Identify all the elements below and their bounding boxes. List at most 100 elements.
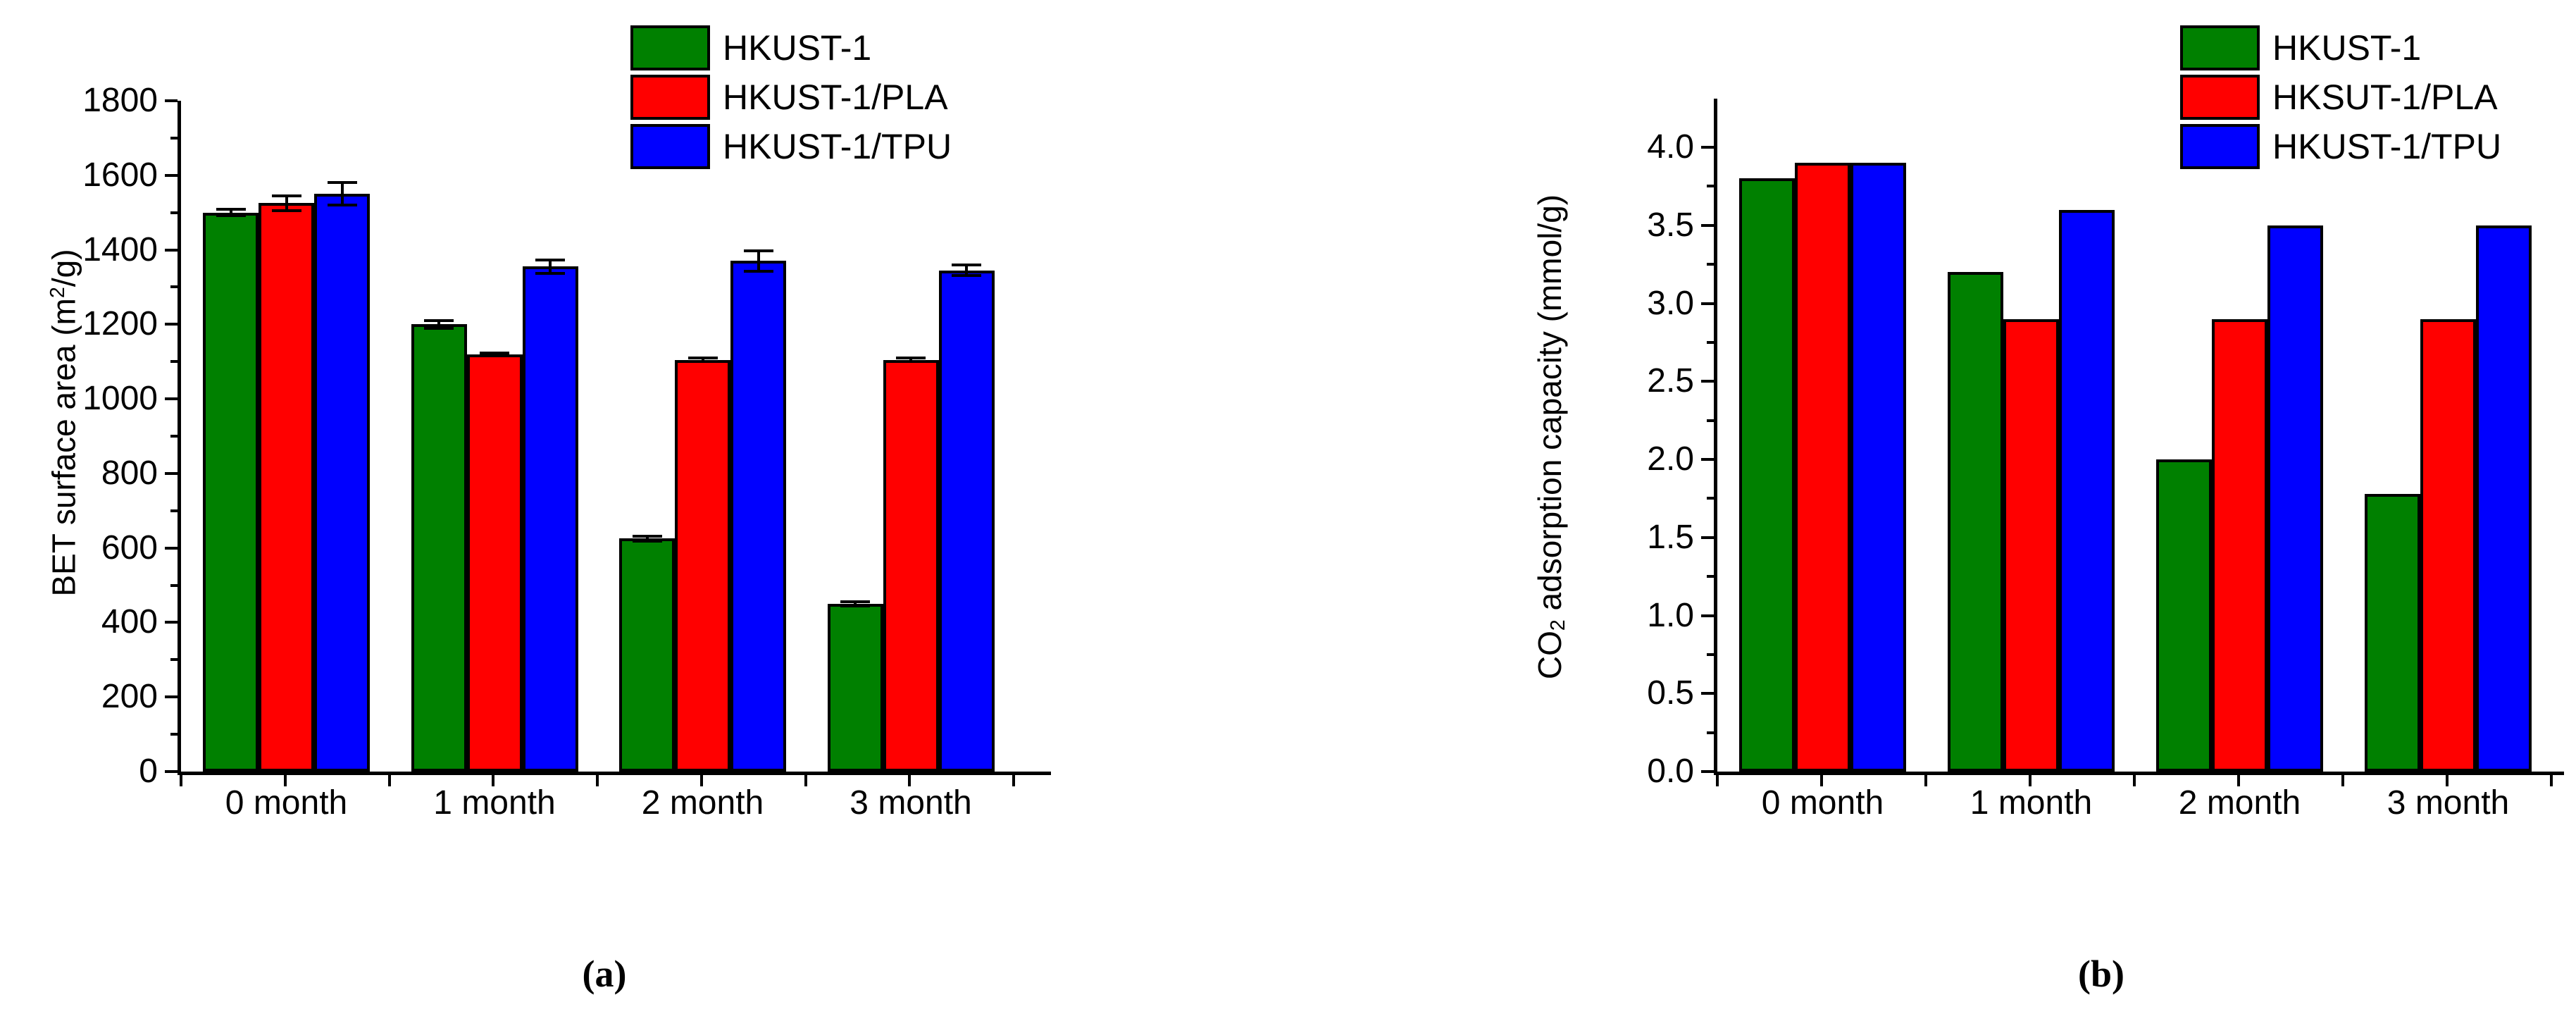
bar-hkust-1-tpu-2-month bbox=[730, 261, 786, 772]
x-tick bbox=[283, 775, 287, 786]
bar-hkust-1-1-month bbox=[1948, 272, 2003, 772]
bar-hkust-1-tpu-3-month bbox=[938, 270, 995, 772]
bar-hkust-1-2-month bbox=[619, 538, 675, 772]
error-bar-cap-top bbox=[687, 357, 718, 360]
y-major-tick bbox=[1701, 380, 1714, 383]
error-bar-line bbox=[965, 265, 968, 276]
y-minor-tick bbox=[1707, 731, 1714, 734]
y-tick-label: 0.0 bbox=[1647, 753, 1694, 790]
y-minor-tick bbox=[170, 360, 178, 364]
error-bar-cap-bottom bbox=[632, 539, 662, 543]
legend-label: HKUST-1/TPU bbox=[2272, 127, 2502, 166]
y-major-tick bbox=[165, 397, 178, 401]
x-tick bbox=[180, 775, 182, 786]
legend-label: HKSUT-1/PLA bbox=[2272, 78, 2498, 117]
bar-hkust-1-pla-0-month bbox=[259, 203, 314, 772]
bar-hkust-1-tpu-3-month bbox=[2476, 225, 2532, 772]
legend-swatch bbox=[2180, 75, 2260, 120]
y-axis-title-part: 2 bbox=[46, 287, 69, 299]
y-tick-label: 800 bbox=[101, 454, 158, 492]
y-tick-label: 1400 bbox=[82, 230, 158, 268]
bar-hkust-1-pla-2-month bbox=[675, 359, 730, 772]
error-bar-cap-top bbox=[896, 357, 926, 360]
y-major-tick bbox=[1701, 458, 1714, 461]
y-minor-tick bbox=[170, 136, 178, 140]
y-axis-title-part: /g) bbox=[45, 249, 82, 287]
bar-hkust-1-1-month bbox=[411, 324, 467, 772]
y-major-tick bbox=[165, 695, 178, 699]
bar-hksut-1-pla-3-month bbox=[2420, 318, 2476, 772]
y-major-tick bbox=[165, 621, 178, 624]
y-minor-tick bbox=[170, 211, 178, 214]
x-tick bbox=[596, 775, 599, 786]
panel-label: (b) bbox=[2078, 953, 2124, 995]
error-bar-cap-top bbox=[743, 249, 773, 252]
bar-hkust-1-2-month bbox=[2156, 459, 2212, 772]
error-bar-cap-bottom bbox=[535, 271, 565, 275]
y-tick-label: 1800 bbox=[82, 81, 158, 119]
error-bar-line bbox=[285, 195, 288, 211]
error-bar-cap-bottom bbox=[687, 359, 718, 363]
x-tick bbox=[2550, 775, 2553, 786]
y-major-tick bbox=[165, 248, 178, 252]
error-bar-cap-bottom bbox=[840, 604, 870, 607]
y-axis-title-part: adsorption capacity (mmol/g) bbox=[1531, 194, 1568, 620]
y-axis-title-part: BET surface area (m bbox=[45, 298, 82, 597]
error-bar-cap-top bbox=[271, 194, 301, 197]
y-minor-tick bbox=[1707, 340, 1714, 344]
error-bar-cap-top bbox=[632, 535, 662, 538]
y-major-tick bbox=[165, 173, 178, 177]
bar-hkust-1-tpu-0-month bbox=[1850, 163, 1906, 772]
y-axis-title: CO2 adsorption capacity (mmol/g) bbox=[1530, 85, 1569, 789]
x-tick bbox=[1716, 775, 1719, 786]
y-tick-label: 1.0 bbox=[1647, 596, 1694, 634]
x-tick bbox=[804, 775, 807, 786]
error-bar-line bbox=[909, 358, 912, 361]
legend-label: HKUST-1 bbox=[723, 28, 872, 68]
bar-hkust-1-tpu-1-month bbox=[522, 266, 578, 772]
error-bar-cap-bottom bbox=[424, 326, 454, 330]
y-minor-tick bbox=[170, 434, 178, 438]
y-minor-tick bbox=[170, 509, 178, 512]
error-bar-line bbox=[340, 182, 344, 206]
x-tick bbox=[1924, 775, 1927, 786]
y-tick-label: 1000 bbox=[82, 380, 158, 418]
x-tick bbox=[2029, 775, 2031, 786]
y-major-tick bbox=[165, 770, 178, 773]
error-bar-line bbox=[229, 209, 232, 216]
y-minor-tick bbox=[1707, 652, 1714, 656]
y-major-tick bbox=[165, 323, 178, 326]
y-tick-label: 2.0 bbox=[1647, 440, 1694, 478]
error-bar-line bbox=[701, 358, 704, 361]
y-tick-label: 2.5 bbox=[1647, 362, 1694, 400]
y-axis-line bbox=[178, 101, 181, 775]
legend-swatch bbox=[630, 75, 710, 120]
y-minor-tick bbox=[170, 658, 178, 662]
legend-swatch bbox=[630, 124, 710, 169]
error-bar-line bbox=[645, 536, 649, 541]
y-tick-label: 1.5 bbox=[1647, 518, 1694, 556]
error-bar-cap-bottom bbox=[743, 270, 773, 273]
error-bar-cap-top bbox=[535, 258, 565, 261]
y-minor-tick bbox=[170, 733, 178, 736]
error-bar-line bbox=[757, 250, 760, 272]
legend-swatch bbox=[630, 25, 710, 70]
bar-hkust-1-3-month bbox=[827, 603, 883, 772]
y-major-tick bbox=[1701, 614, 1714, 617]
bar-hkust-1-tpu-2-month bbox=[2267, 225, 2323, 772]
error-bar-line bbox=[437, 321, 440, 328]
panel-label: (a) bbox=[582, 953, 627, 995]
x-category-label: 2 month bbox=[641, 784, 764, 822]
y-tick-label: 1600 bbox=[82, 156, 158, 194]
y-tick-label: 600 bbox=[101, 528, 158, 567]
error-bar-cap-bottom bbox=[480, 354, 509, 357]
x-tick bbox=[2341, 775, 2344, 786]
y-major-tick bbox=[1701, 692, 1714, 695]
legend-label: HKUST-1/TPU bbox=[723, 127, 952, 166]
bar-hksut-1-pla-0-month bbox=[1795, 163, 1850, 772]
x-axis-line bbox=[178, 772, 1051, 775]
legend-label: HKUST-1/PLA bbox=[723, 78, 948, 117]
bar-hkust-1-pla-3-month bbox=[883, 359, 939, 772]
legend-label: HKUST-1 bbox=[2272, 28, 2422, 68]
x-category-label: 1 month bbox=[1970, 784, 2093, 822]
